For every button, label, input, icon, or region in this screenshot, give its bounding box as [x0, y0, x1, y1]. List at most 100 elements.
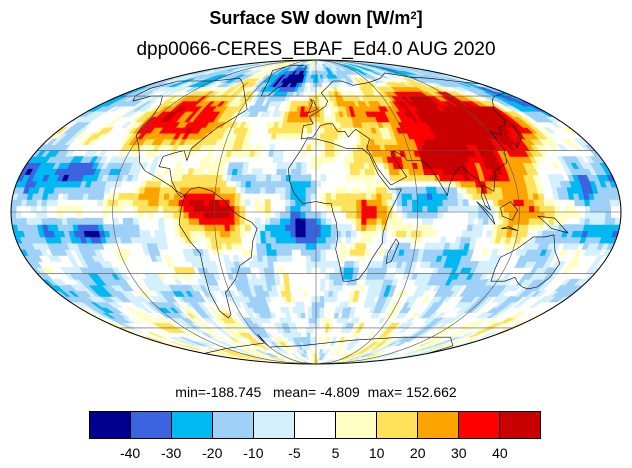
field-cell — [315, 301, 321, 308]
field-cell — [401, 224, 408, 231]
field-cell — [442, 199, 449, 207]
field-cell — [503, 205, 510, 213]
field-cell — [137, 211, 144, 219]
field-cell — [319, 307, 325, 313]
field-cell — [400, 186, 408, 194]
field-cell — [315, 211, 322, 219]
field-cell — [285, 224, 292, 231]
field-cell — [335, 186, 342, 194]
field-cell — [571, 261, 581, 268]
field-cell — [324, 150, 331, 157]
field-cell — [290, 296, 296, 303]
field-cell — [281, 162, 288, 169]
field-cell — [276, 249, 283, 256]
field-cell — [313, 349, 317, 354]
field-cell — [122, 199, 129, 207]
field-cell — [168, 205, 175, 213]
field-cell — [305, 236, 312, 244]
field-cell — [255, 174, 263, 182]
field-cell — [315, 242, 322, 250]
field-cell — [311, 312, 317, 319]
field-cell — [133, 224, 140, 231]
chart-title: Surface SW down [W/m2] — [0, 6, 632, 30]
title-suffix: ] — [416, 8, 423, 28]
field-cell — [305, 217, 312, 225]
field-cell — [353, 317, 361, 324]
field-cell — [309, 86, 314, 92]
field-cell — [295, 174, 302, 182]
field-cell — [306, 127, 313, 134]
field-cell — [213, 211, 220, 219]
field-cell — [355, 186, 362, 194]
field-cell — [365, 236, 372, 244]
field-cell — [343, 267, 350, 274]
field-cell — [333, 312, 340, 319]
field-cell — [300, 224, 307, 231]
field-cell — [102, 199, 109, 207]
field-cell — [158, 205, 164, 213]
field-cell — [198, 211, 205, 219]
field-cell — [411, 193, 418, 200]
field-cell — [295, 242, 302, 250]
field-cell — [333, 273, 340, 280]
field-cell — [371, 217, 378, 225]
field-cell — [295, 168, 302, 175]
field-cell — [242, 162, 250, 169]
field-cell — [264, 205, 271, 213]
field-cell — [310, 249, 317, 256]
field-cell — [325, 217, 332, 225]
field-cell — [548, 217, 556, 225]
field-cell — [320, 217, 327, 225]
field-cell — [569, 205, 576, 213]
field-cell — [117, 205, 124, 213]
field-cell — [427, 217, 434, 225]
field-cell — [518, 199, 525, 207]
field-cell — [283, 341, 290, 347]
field-cell — [330, 199, 337, 207]
field-cell — [401, 199, 408, 207]
field-cell — [260, 174, 268, 182]
field-cell — [251, 168, 258, 175]
field-cell — [352, 359, 376, 363]
field-cell — [280, 193, 287, 200]
field-cell — [482, 217, 490, 225]
field-cell — [353, 261, 360, 268]
field-cell — [255, 236, 262, 244]
field-cell — [431, 193, 438, 200]
field-cell — [265, 186, 272, 194]
field-cell — [295, 211, 302, 219]
field-cell — [224, 193, 231, 200]
field-cell — [329, 279, 335, 286]
field-cell — [267, 261, 274, 268]
field-cell — [305, 255, 312, 262]
field-cell — [333, 279, 340, 286]
field-cell — [440, 236, 447, 244]
field-cell — [332, 296, 338, 303]
field-cell — [71, 205, 78, 213]
field-cell — [396, 217, 403, 225]
field-cell — [386, 193, 393, 200]
field-cell — [477, 217, 484, 225]
field-cell — [344, 156, 350, 163]
field-cell — [163, 199, 170, 207]
field-cell — [361, 211, 368, 219]
field-cell — [275, 224, 282, 231]
field-cell — [523, 211, 530, 219]
field-cell — [158, 317, 172, 324]
field-cell — [197, 168, 205, 175]
field-cell — [275, 186, 282, 194]
field-cell — [315, 217, 322, 225]
field-cell — [371, 205, 378, 213]
field-cell — [290, 242, 297, 250]
field-cell — [112, 217, 119, 225]
field-cell — [324, 349, 330, 354]
field-cell — [508, 211, 515, 219]
field-cell — [285, 242, 292, 250]
field-cell — [183, 217, 190, 225]
field-cell — [290, 199, 296, 207]
field-cell — [320, 267, 326, 274]
field-cell — [436, 193, 444, 200]
field-cell — [397, 205, 403, 213]
field-cell — [335, 193, 342, 200]
field-cell — [280, 217, 286, 225]
